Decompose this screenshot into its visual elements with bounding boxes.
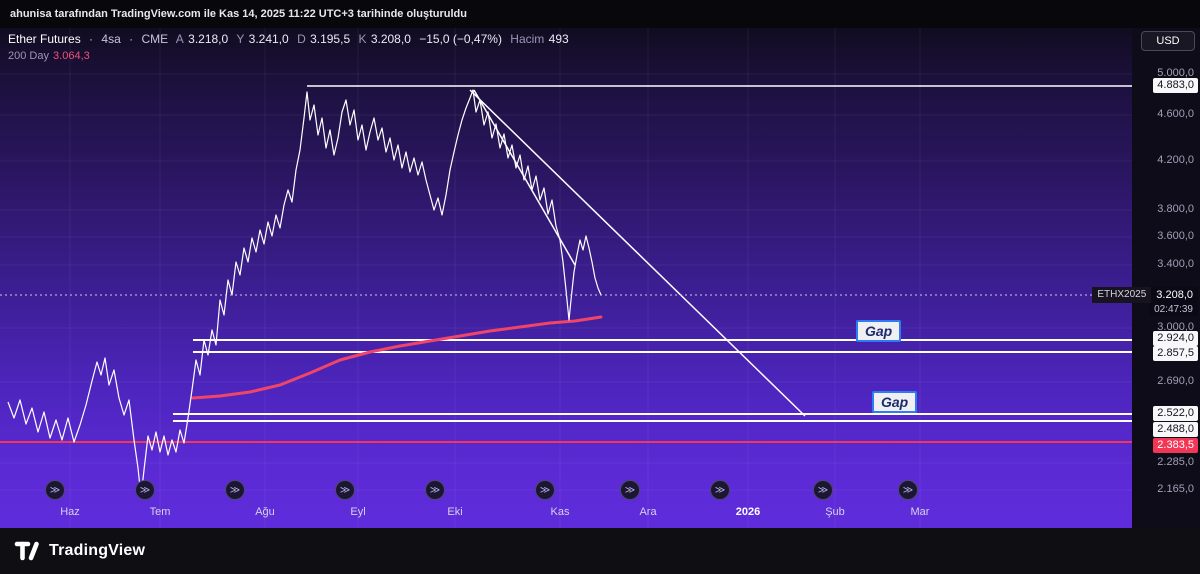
last-price-badge: 3.208,0 xyxy=(1151,287,1198,303)
rollover-glyph: ≫ xyxy=(624,484,636,496)
high-label: Y xyxy=(236,32,245,46)
price-line xyxy=(7,89,602,498)
rollover-glyph: ≫ xyxy=(229,484,241,496)
footer-bar: TradingView xyxy=(0,528,1200,574)
price-tick: 2.285,0 xyxy=(1157,456,1194,468)
sep: · xyxy=(89,32,94,46)
high-value: 3.241,0 xyxy=(248,32,289,46)
currency-button[interactable]: USD xyxy=(1141,31,1195,51)
contract-rollover-icon[interactable]: ≫ xyxy=(225,480,245,500)
symbol-name[interactable]: Ether Futures xyxy=(8,32,81,46)
gridlines xyxy=(0,28,1132,528)
volume-value: 493 xyxy=(548,32,569,46)
contract-rollover-icon[interactable]: ≫ xyxy=(335,480,355,500)
chart-canvas[interactable] xyxy=(0,28,1132,528)
open-value: 3.218,0 xyxy=(188,32,229,46)
rollover-glyph: ≫ xyxy=(49,484,61,496)
time-axis-label: Şub xyxy=(825,506,845,518)
exchange: CME xyxy=(141,32,169,46)
price-tick: 4.200,0 xyxy=(1157,154,1194,166)
rollover-glyph: ≫ xyxy=(902,484,914,496)
attribution-bar: ahunisa tarafından TradingView.com ile K… xyxy=(0,0,1200,28)
gap-upper-label[interactable]: Gap xyxy=(856,320,902,342)
time-axis-label: Mar xyxy=(910,506,930,518)
contract-rollover-icon[interactable]: ≫ xyxy=(620,480,640,500)
price-tick: 3.400,0 xyxy=(1157,258,1194,270)
ma-200day-line xyxy=(191,315,603,400)
open-label: A xyxy=(175,32,184,46)
last-price-row: ETHX2025 3.208,0 xyxy=(1092,287,1198,303)
tradingview-logo-icon[interactable] xyxy=(14,540,40,562)
attribution-text: ahunisa tarafından TradingView.com ile K… xyxy=(10,8,467,20)
contract-rollover-icon[interactable]: ≫ xyxy=(813,480,833,500)
interval: 4sa xyxy=(101,32,121,46)
contract-rollover-icon[interactable]: ≫ xyxy=(135,480,155,500)
level-badge-2924: 2.924,0 xyxy=(1153,331,1198,346)
symbol-header: Ether Futures · 4sa · CME A 3.218,0 Y 3.… xyxy=(8,32,574,62)
price-tick: 2.690,0 xyxy=(1157,375,1194,387)
time-axis-label-year: 2026 xyxy=(735,506,761,518)
chart-region: Ether Futures · 4sa · CME A 3.218,0 Y 3.… xyxy=(0,28,1200,528)
rollover-glyph: ≫ xyxy=(714,484,726,496)
price-tick: 3.000,0 xyxy=(1157,321,1194,333)
sep2: · xyxy=(129,32,134,46)
contract-rollover-icon[interactable]: ≫ xyxy=(535,480,555,500)
rollover-glyph: ≫ xyxy=(429,484,441,496)
close-value: 3.208,0 xyxy=(370,32,411,46)
time-axis-label: Haz xyxy=(60,506,80,518)
price-tick: 2.165,0 xyxy=(1157,483,1194,495)
chart-plot[interactable]: Ether Futures · 4sa · CME A 3.218,0 Y 3.… xyxy=(0,28,1132,528)
price-tick: 5.000,0 xyxy=(1157,67,1194,79)
rollover-glyph: ≫ xyxy=(817,484,829,496)
time-axis-label: Eyl xyxy=(350,506,366,518)
contract-rollover-icon[interactable]: ≫ xyxy=(710,480,730,500)
price-axis[interactable]: USD 5.000,0 4.600,0 4.200,0 3.800,0 3.60… xyxy=(1132,28,1200,528)
contract-rollover-icon[interactable]: ≫ xyxy=(898,480,918,500)
low-label: D xyxy=(297,32,306,46)
level-badge-2857: 2.857,5 xyxy=(1153,346,1198,361)
gap-lower-label[interactable]: Gap xyxy=(872,391,918,413)
rollover-glyph: ≫ xyxy=(139,484,151,496)
price-tick: 3.800,0 xyxy=(1157,203,1194,215)
time-axis-label: Ağu xyxy=(255,506,275,518)
time-axis-label: Kas xyxy=(550,506,570,518)
indicator-row: 200 Day 3.064,3 xyxy=(8,50,574,62)
change-value: −15,0 (−0,47%) xyxy=(419,32,502,46)
brand-text[interactable]: TradingView xyxy=(49,542,146,559)
contract-rollover-icon[interactable]: ≫ xyxy=(45,480,65,500)
symbol-info-row: Ether Futures · 4sa · CME A 3.218,0 Y 3.… xyxy=(8,32,574,46)
volume-label: Hacim xyxy=(510,32,545,46)
trendline-long[interactable] xyxy=(469,89,806,417)
contract-label: ETHX2025 xyxy=(1092,287,1152,303)
time-axis-label: Eki xyxy=(447,506,463,518)
low-value: 3.195,5 xyxy=(310,32,351,46)
price-tick: 3.600,0 xyxy=(1157,230,1194,242)
rollover-glyph: ≫ xyxy=(539,484,551,496)
price-tick: 4.600,0 xyxy=(1157,108,1194,120)
contract-rollover-icon[interactable]: ≫ xyxy=(425,480,445,500)
level-badge-4883: 4.883,0 xyxy=(1153,78,1198,93)
time-axis-label: Ara xyxy=(639,506,657,518)
level-badge-2383-red: 2.383,5 xyxy=(1153,438,1198,453)
rollover-glyph: ≫ xyxy=(339,484,351,496)
close-label: K xyxy=(358,32,367,46)
level-badge-2522: 2.522,0 xyxy=(1153,406,1198,421)
level-badge-2488: 2.488,0 xyxy=(1153,422,1198,437)
bar-countdown: 02:47:39 xyxy=(1149,303,1198,316)
time-axis-label: Tem xyxy=(149,506,171,518)
last-price-cluster: ETHX2025 3.208,0 02:47:39 xyxy=(1092,287,1198,316)
ma-value: 3.064,3 xyxy=(53,50,90,62)
ma-label: 200 Day xyxy=(8,50,49,62)
